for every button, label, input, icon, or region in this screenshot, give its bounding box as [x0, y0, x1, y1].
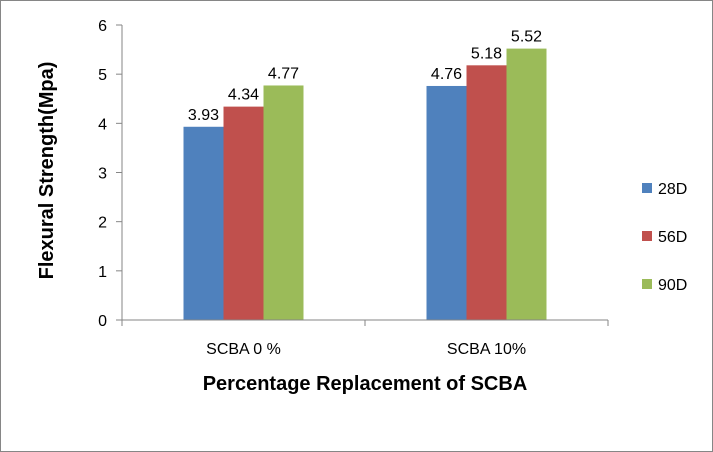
y-tick-label: 2 [98, 215, 107, 232]
bar-28D-2 [426, 85, 467, 320]
y-axis-title: Flexural Strength(Mpa) [36, 62, 58, 280]
legend-swatch-90D [642, 279, 652, 289]
data-label-90D-2: 5.52 [511, 29, 542, 46]
data-label-56D-2: 5.18 [471, 45, 502, 62]
data-label-28D-2: 4.76 [431, 66, 462, 83]
legend-swatch-28D [642, 183, 652, 193]
legend: 28D 56D 90D [642, 181, 687, 294]
y-tick-label: 6 [98, 18, 107, 35]
x-tick-label: SCBA 0 % [206, 341, 281, 358]
legend-label-28D: 28D [658, 181, 687, 198]
y-tick-label: 4 [98, 116, 107, 133]
y-tick-label: 5 [98, 67, 107, 84]
data-label-56D-1: 4.34 [228, 87, 259, 104]
legend-label-90D: 90D [658, 277, 687, 294]
data-label-28D-1: 3.93 [188, 107, 219, 124]
legend-swatch-56D [642, 231, 652, 241]
x-tick-label: SCBA 10% [447, 341, 526, 358]
bar-56D-1 [223, 106, 264, 320]
bar-56D-2 [466, 65, 507, 320]
legend-label-56D: 56D [658, 229, 687, 246]
x-axis-title: Percentage Replacement of SCBA [203, 373, 528, 395]
bar-28D-1 [183, 126, 224, 321]
data-labels: 3.93 4.34 4.77 4.76 5.18 5.52 [188, 29, 542, 124]
y-tick-label: 3 [98, 166, 107, 183]
y-tick-label: 1 [98, 264, 107, 281]
x-ticks: SCBA 0 % SCBA 10% [121, 320, 609, 358]
bar-90D-1 [263, 85, 304, 320]
y-tick-label: 0 [98, 313, 107, 330]
bars-layer [183, 48, 547, 321]
y-ticks: 0 1 2 3 4 5 6 [98, 18, 122, 330]
bar-90D-2 [506, 48, 547, 320]
data-label-90D-1: 4.77 [268, 65, 299, 82]
